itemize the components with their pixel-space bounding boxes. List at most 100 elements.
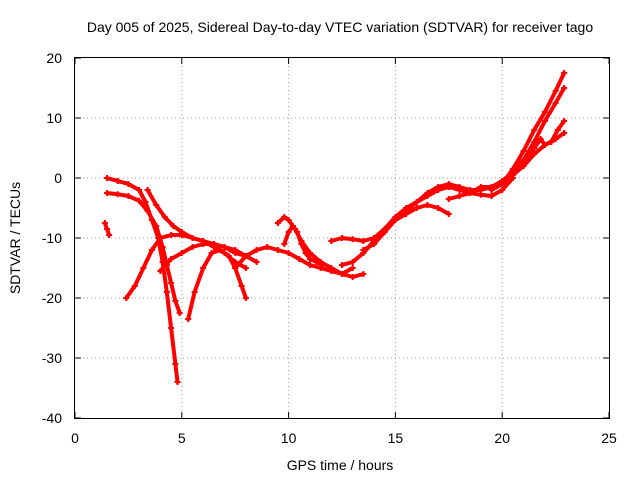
data-point: [157, 268, 164, 274]
data-point: [253, 247, 260, 253]
data-point: [168, 232, 175, 238]
data-point: [253, 259, 260, 265]
data-point: [125, 193, 132, 199]
y-tick-label: 20: [46, 50, 62, 66]
axis-ticks: 0 5 10 15 20 25 -40 -30 -20 -10 0 10 20: [42, 50, 617, 446]
data-point: [424, 190, 431, 196]
x-tick-label: 20: [494, 430, 510, 446]
data-point: [298, 238, 305, 244]
data-point: [531, 151, 538, 157]
data-point: [328, 265, 335, 271]
data-point: [531, 127, 538, 133]
data-point: [537, 136, 544, 142]
data-point: [520, 157, 527, 163]
data-point: [435, 184, 442, 190]
data-point: [360, 271, 367, 277]
data-point: [499, 187, 506, 193]
series-track-16: [509, 130, 568, 178]
series-line: [158, 242, 259, 273]
data-point: [221, 244, 228, 250]
plot-frame: [74, 57, 610, 419]
data-point: [178, 250, 185, 256]
data-point: [285, 229, 292, 235]
data-point: [153, 223, 160, 229]
data-point: [274, 220, 281, 226]
data-point: [191, 289, 198, 295]
data-point: [153, 202, 160, 208]
data-point: [561, 70, 568, 76]
data-point: [456, 184, 463, 190]
data-point: [445, 181, 452, 187]
data-point: [208, 250, 215, 256]
data-point: [148, 247, 155, 253]
data-point: [499, 178, 506, 184]
data-point: [349, 259, 356, 265]
x-tick-label: 0: [71, 430, 79, 446]
data-point: [217, 247, 224, 253]
data-point: [172, 298, 179, 304]
data-point: [104, 226, 111, 232]
data-point: [168, 280, 175, 286]
data-point: [104, 190, 111, 196]
x-axis-label: GPS time / hours: [287, 457, 394, 473]
data-point: [232, 265, 239, 271]
data-point: [467, 190, 474, 196]
data-point: [403, 208, 410, 214]
data-point: [168, 325, 175, 331]
data-point: [306, 262, 313, 268]
chart-title: Day 005 of 2025, Sidereal Day-to-day VTE…: [87, 19, 594, 35]
data-point: [292, 226, 299, 232]
data-point: [285, 217, 292, 223]
data-point: [238, 283, 245, 289]
data-point: [306, 256, 313, 262]
data-point: [232, 247, 239, 253]
data-point: [413, 199, 420, 205]
data-point: [264, 244, 271, 250]
data-point: [349, 236, 356, 243]
y-tick-label: -40: [42, 410, 62, 426]
data-point: [360, 238, 367, 244]
data-point: [144, 187, 151, 193]
data-point: [140, 265, 147, 271]
x-tick-label: 15: [388, 430, 404, 446]
data-point: [339, 235, 345, 241]
data-point: [161, 214, 168, 220]
x-tick-label: 25: [601, 430, 617, 446]
data-point: [170, 223, 177, 229]
data-point: [349, 274, 356, 280]
data-point: [281, 241, 288, 247]
data-point: [424, 202, 431, 208]
data-point: [285, 250, 292, 256]
data-point: [561, 85, 568, 91]
series-track-2: [104, 190, 183, 316]
data-point: [159, 244, 166, 250]
data-point: [371, 241, 378, 247]
data-point: [178, 229, 185, 235]
series-track-17: [101, 220, 113, 238]
data-point: [225, 253, 232, 259]
data-point: [242, 265, 249, 271]
data-point: [114, 191, 121, 198]
data-point: [242, 253, 249, 259]
data-point: [163, 289, 170, 295]
data-point: [541, 142, 548, 148]
data-point: [296, 256, 303, 262]
data-point: [189, 244, 196, 250]
data-point: [281, 214, 288, 220]
data-point: [176, 310, 183, 316]
data-point: [274, 247, 281, 253]
data-point: [435, 205, 442, 211]
data-point: [131, 283, 138, 289]
y-tick-label: 0: [54, 170, 62, 186]
data-point: [477, 184, 484, 190]
data-point: [520, 148, 527, 154]
data-point: [136, 197, 143, 204]
data-point: [200, 265, 207, 271]
data-point: [488, 193, 495, 199]
data-point: [392, 217, 399, 223]
x-tick-label: 10: [281, 430, 297, 446]
data-point: [136, 187, 143, 193]
data-point: [144, 208, 151, 214]
